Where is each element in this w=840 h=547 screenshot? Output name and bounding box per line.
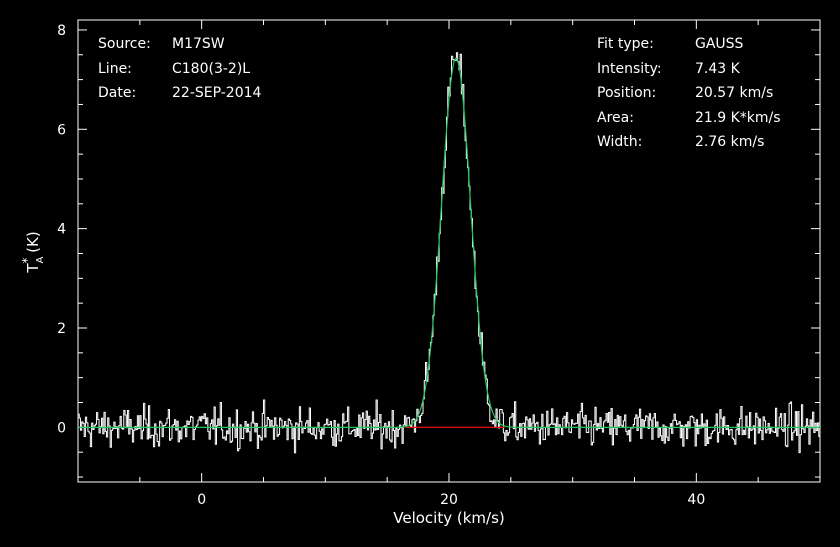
y-tick-label: 6 bbox=[57, 122, 66, 138]
header-right-value: 2.76 km/s bbox=[695, 134, 765, 150]
header-left-row: Source: M17SW bbox=[98, 32, 261, 57]
header-left-key: Line: bbox=[98, 60, 132, 77]
header-right-key: Width: bbox=[597, 134, 643, 150]
header-right-key: Position: bbox=[597, 85, 657, 101]
header-right-row: Area: 21.9 K*km/s bbox=[597, 106, 781, 131]
header-right-value: 7.43 K bbox=[695, 60, 740, 77]
header-right-key: Area: bbox=[597, 109, 634, 126]
header-right-row: Position: 20.57 km/s bbox=[597, 81, 781, 106]
header-right-row: Fit type: GAUSS bbox=[597, 32, 781, 57]
header-right-key: Fit type: bbox=[597, 36, 654, 52]
svg-text:TA* (K): TA* (K) bbox=[20, 231, 46, 273]
header-right-value: GAUSS bbox=[695, 36, 744, 52]
header-left-value: C180(3-2)L bbox=[172, 60, 251, 77]
y-tick-label: 4 bbox=[57, 222, 66, 238]
header-left-value: 22-SEP-2014 bbox=[172, 85, 262, 101]
header-left-key: Date: bbox=[98, 85, 137, 101]
header-info-left: Source: M17SW Line: C180(3-2)L Date: 22-SEP-2… bbox=[98, 32, 261, 106]
header-right-row: Intensity: 7.43 K bbox=[597, 57, 781, 82]
header-info-right: Fit type: GAUSS Intensity: 7.43 K Position: 2… bbox=[597, 32, 781, 155]
x-tick-label: 20 bbox=[440, 492, 458, 508]
header-left-value: M17SW bbox=[172, 36, 225, 52]
header-right-key: Intensity: bbox=[597, 60, 662, 77]
gaussian-fit-series bbox=[78, 57, 820, 428]
header-left-row: Date: 22-SEP-2014 bbox=[98, 81, 261, 106]
y-tick-label: 2 bbox=[57, 321, 66, 337]
x-tick-label: 40 bbox=[687, 492, 705, 508]
x-axis-label: Velocity (km/s) bbox=[393, 509, 504, 527]
y-tick-label: 0 bbox=[57, 420, 66, 436]
header-left-row: Line: C180(3-2)L bbox=[98, 57, 261, 82]
header-right-value: 21.9 K*km/s bbox=[695, 109, 781, 126]
header-right-row: Width: 2.76 km/s bbox=[597, 130, 781, 155]
header-left-key: Source: bbox=[98, 36, 151, 52]
spectrum-series bbox=[78, 52, 820, 454]
y-tick-label: 8 bbox=[57, 23, 66, 39]
x-tick-label: 0 bbox=[197, 492, 206, 508]
header-right-value: 20.57 km/s bbox=[695, 85, 774, 101]
y-axis-label: TA* (K) bbox=[20, 231, 46, 273]
